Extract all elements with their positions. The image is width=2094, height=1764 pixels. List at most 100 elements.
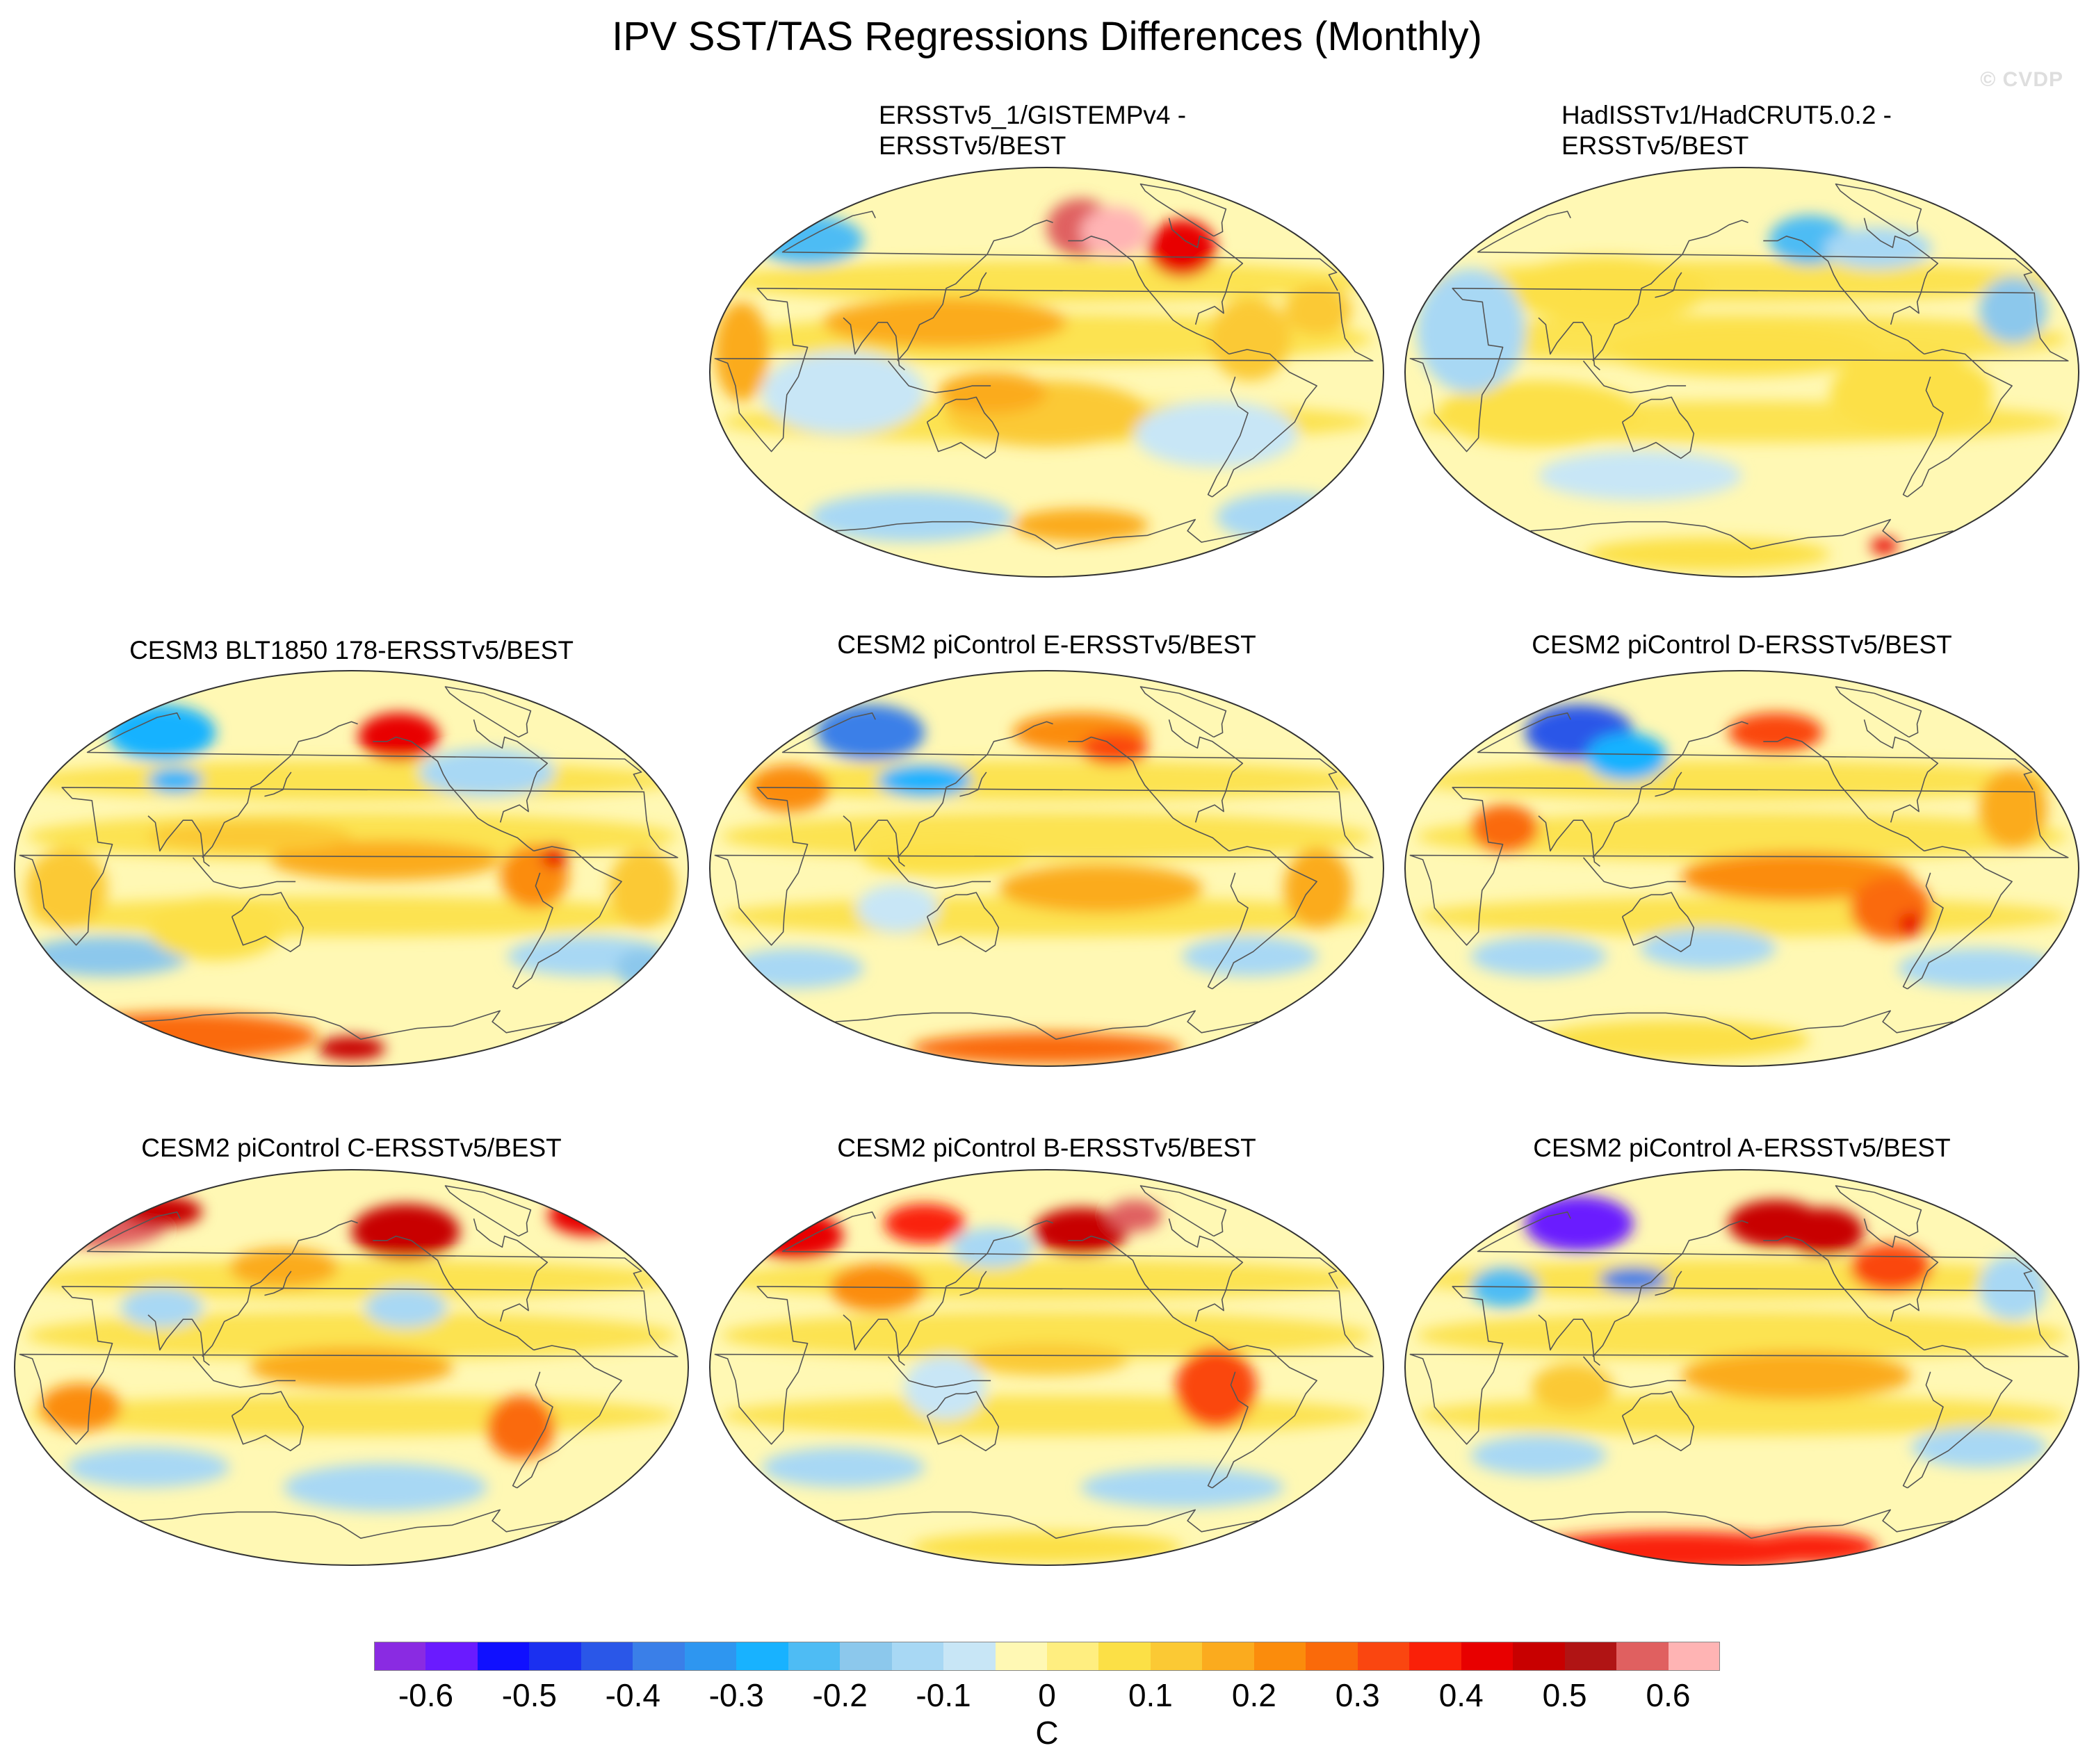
panel-title-p6: CESM2 piControl C-ERSSTv5/BEST: [141, 1134, 562, 1162]
anomaly-blob: [1416, 268, 1525, 393]
coastline: [231, 892, 305, 953]
coastline: [1139, 686, 1227, 738]
anomaly-blob: [911, 1531, 1183, 1564]
coastline: [1409, 787, 2069, 946]
anomaly-band: [1416, 812, 2068, 860]
anomaly-blob: [1979, 1255, 2047, 1320]
panel-title-p3: CESM3 BLT1850 178-ERSSTv5/BEST: [129, 636, 574, 664]
coastline: [926, 892, 1000, 953]
coastline: [1863, 1218, 1939, 1322]
anomaly-blob: [1107, 1200, 1162, 1232]
anomaly-blob: [548, 1195, 630, 1236]
coastline: [1582, 1356, 1687, 1388]
coastline: [517, 846, 622, 990]
anomaly-blob: [1283, 285, 1352, 335]
anomaly-blob: [1586, 537, 1831, 571]
coastline: [926, 396, 1000, 459]
anomaly-blob: [1470, 804, 1539, 853]
colorbar-tick-label: -0.1: [916, 1677, 971, 1713]
anomaly-blob: [1850, 1243, 1932, 1292]
colorbar-swatch: [995, 1642, 1048, 1671]
anomaly-blob: [1823, 227, 1932, 269]
coastline: [1907, 349, 2013, 498]
coastline: [1655, 272, 1682, 298]
anomaly-blob: [1148, 219, 1217, 277]
panel-title-p1: ERSSTv5_1/GISTEMPv4 - ERSSTv5/BEST: [879, 100, 1186, 161]
anomaly-blob: [26, 848, 108, 929]
map-panel-p8: [1404, 1169, 2079, 1566]
anomaly-blob: [762, 1447, 925, 1487]
anomaly-blob: [1470, 1267, 1539, 1308]
anomaly-blob: [1830, 351, 1993, 434]
anomaly-blob: [1470, 936, 1607, 977]
coastline: [473, 719, 549, 823]
coastline: [887, 360, 991, 393]
anomaly-blob: [1911, 1427, 2047, 1468]
map-panel-p2: [1404, 167, 2079, 578]
colorbar-swatch: [1616, 1642, 1669, 1671]
anomaly-blob: [965, 1344, 1128, 1375]
coastline: [959, 1271, 987, 1296]
anomaly-band: [721, 1259, 1372, 1300]
coastline: [887, 1356, 991, 1388]
anomaly-blob: [365, 1287, 446, 1328]
colorbar-swatch: [1461, 1642, 1513, 1671]
coastline: [835, 1010, 1258, 1040]
coastline: [19, 1286, 679, 1445]
coastline: [1538, 317, 1600, 370]
map-panel-p3: [14, 670, 689, 1067]
colorbar-tick-label: 0.5: [1542, 1677, 1587, 1713]
coastline: [781, 1211, 1338, 1289]
map-border: [709, 167, 1384, 578]
anomaly-band: [721, 812, 1372, 860]
anomaly-band: [26, 1395, 677, 1436]
anomaly-blob: [351, 1203, 460, 1260]
panel-title-line: ERSSTv5/BEST: [1561, 131, 1749, 160]
anomaly-blob: [863, 844, 1027, 876]
coastline: [192, 1356, 296, 1388]
coastline: [1621, 396, 1695, 459]
coastline: [1592, 220, 1748, 361]
coastline: [1592, 721, 1748, 858]
anomaly-blob: [1586, 733, 1668, 781]
coastline: [1592, 1220, 1748, 1357]
coastline: [1168, 1218, 1244, 1322]
panel-title-p8: CESM2 piControl A-ERSSTv5/BEST: [1533, 1134, 1951, 1162]
anomaly-blob: [107, 704, 216, 761]
colorbar-unit: C: [1035, 1715, 1059, 1751]
panel-title-line: ERSSTv5_1/GISTEMPv4 -: [879, 101, 1187, 129]
colorbar-tick-label: 0.3: [1335, 1677, 1380, 1713]
coastline: [1207, 376, 1249, 498]
anomaly-blob: [1525, 1195, 1634, 1252]
coastline: [1409, 288, 2069, 452]
main-title: IPV SST/TAS Regressions Differences (Mon…: [612, 14, 1482, 59]
colorbar-tick-label: -0.3: [708, 1677, 764, 1713]
coastline: [1907, 846, 2013, 990]
colorbar-swatch: [425, 1642, 478, 1671]
map-border: [1404, 1169, 2079, 1566]
coastline: [1139, 183, 1227, 237]
coastline: [1212, 846, 1317, 990]
anomaly-blob: [121, 1195, 202, 1228]
coastline: [473, 1218, 549, 1322]
coastline: [781, 211, 1338, 291]
anomaly-blob: [1539, 1020, 1810, 1061]
anomaly-blob: [1680, 1351, 1912, 1400]
anomaly-blob: [748, 765, 830, 812]
anomaly-band: [721, 260, 1372, 302]
coastline: [887, 857, 991, 889]
anomaly-blob: [1182, 936, 1318, 977]
colorbar-swatch: [1668, 1642, 1721, 1671]
coastline: [1621, 892, 1695, 953]
colorbar-swatch: [788, 1642, 841, 1671]
map-border: [709, 1169, 1384, 1566]
panel-title-line: HadISSTv1/HadCRUT5.0.2 -: [1561, 101, 1892, 129]
coastline: [264, 771, 292, 797]
coastline: [1902, 872, 1944, 990]
anomaly-blob: [1979, 277, 2047, 343]
anomaly-blob: [358, 712, 440, 761]
panel-title-p5: CESM2 piControl D-ERSSTv5/BEST: [1532, 630, 1952, 659]
map-panel-p1: [709, 167, 1384, 578]
coastline: [1530, 1509, 1954, 1540]
coastline: [897, 220, 1053, 361]
